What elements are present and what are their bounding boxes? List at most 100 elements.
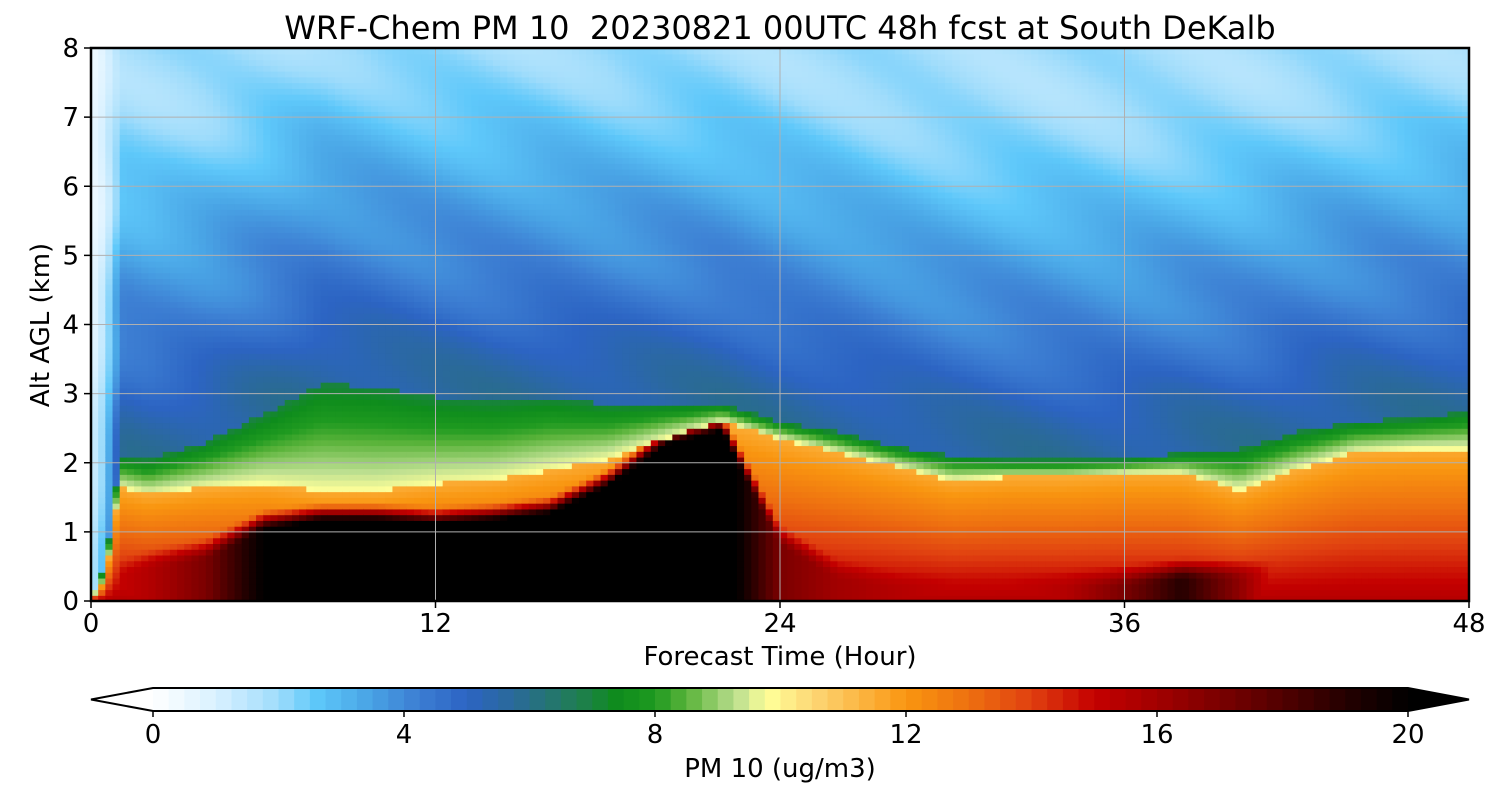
heatmap-cell [177,249,185,256]
heatmap-cell [227,71,236,78]
heatmap-cell [241,508,250,516]
heatmap-cell [184,336,193,343]
heatmap-cell [148,422,157,429]
heatmap-cell [349,451,358,458]
heatmap-cell [105,347,114,354]
heatmap-cell [335,382,343,389]
heatmap-cell [162,94,171,101]
heatmap-cell [449,520,458,527]
heatmap-cell [435,209,444,216]
heatmap-cell [385,209,394,216]
heatmap-cell [213,543,221,550]
heatmap-cell [277,53,286,61]
heatmap-cell [184,301,193,308]
heatmap-cell [270,289,279,297]
heatmap-cell [442,99,451,107]
heatmap-cell [406,48,415,55]
heatmap-cell [220,134,228,141]
heatmap-cell [277,203,286,210]
heatmap-cell [248,376,257,383]
heatmap-cell [248,71,257,78]
heatmap-cell [435,215,444,222]
heatmap-cell [435,145,444,153]
heatmap-cell [263,192,272,199]
heatmap-cell [313,531,322,539]
heatmap-cell [169,462,178,470]
heatmap-cell [191,485,200,493]
heatmap-cell [98,117,106,124]
heatmap-cell [112,192,121,199]
heatmap-cell [356,272,365,280]
heatmap-cell [277,295,286,303]
heatmap-cell [378,232,386,239]
heatmap-cell [105,336,114,343]
heatmap-cell [413,353,422,360]
heatmap-cell [134,520,142,527]
heatmap-cell [234,572,243,579]
heatmap-cell [141,422,150,429]
heatmap-cell [342,301,350,308]
heatmap-cell [220,284,228,291]
heatmap-cell [313,128,322,136]
heatmap-cell [263,232,272,239]
heatmap-cell [141,122,150,130]
heatmap-cell [349,266,358,274]
heatmap-cell [299,163,307,170]
heatmap-cell [227,514,236,521]
heatmap-cell [155,59,164,66]
heatmap-cell [406,508,415,516]
heatmap-cell [263,382,272,389]
heatmap-cell [349,301,358,308]
heatmap-cell [313,514,322,521]
heatmap-cell [263,122,272,130]
heatmap-cell [263,105,272,112]
heatmap-cell [457,376,465,383]
heatmap-cell [370,595,379,601]
heatmap-cell [270,433,279,441]
heatmap-cell [313,428,322,435]
heatmap-cell [320,359,329,366]
heatmap-cell [284,122,293,130]
heatmap-cell [148,572,157,579]
heatmap-cell [205,387,214,395]
heatmap-cell [119,549,128,556]
heatmap-cell [256,284,264,291]
heatmap-cell [134,543,142,550]
heatmap-cell [349,174,358,182]
heatmap-cell [356,157,365,164]
heatmap-cell [356,583,365,591]
heatmap-cell [442,589,451,596]
heatmap-cell [184,82,193,89]
heatmap-cell [148,514,157,521]
heatmap-cell [399,451,408,458]
heatmap-cell [191,410,200,418]
heatmap-cell [435,554,444,562]
heatmap-cell [299,526,307,533]
heatmap-cell [277,451,286,458]
heatmap-cell [370,543,379,550]
heatmap-cell [270,526,279,533]
heatmap-cell [213,405,221,412]
heatmap-cell [363,82,372,89]
heatmap-cell [155,94,164,101]
heatmap-cell [385,301,394,308]
heatmap-cell [299,99,307,107]
heatmap-cell [299,88,307,95]
heatmap-cell [220,387,228,395]
heatmap-cell [148,456,157,464]
heatmap-cell [234,520,243,527]
heatmap-cell [313,347,322,354]
heatmap-cell [191,88,200,95]
heatmap-cell [335,531,343,539]
heatmap-cell [126,566,135,573]
heatmap-cell [162,526,171,533]
heatmap-cell [313,65,322,72]
heatmap-cell [213,468,221,475]
heatmap-cell [356,364,365,372]
heatmap-cell [241,134,250,141]
heatmap-cell [169,59,178,66]
heatmap-cell [134,503,142,510]
heatmap-cell [399,387,408,395]
heatmap-cell [464,589,472,596]
heatmap-cell [320,151,329,159]
